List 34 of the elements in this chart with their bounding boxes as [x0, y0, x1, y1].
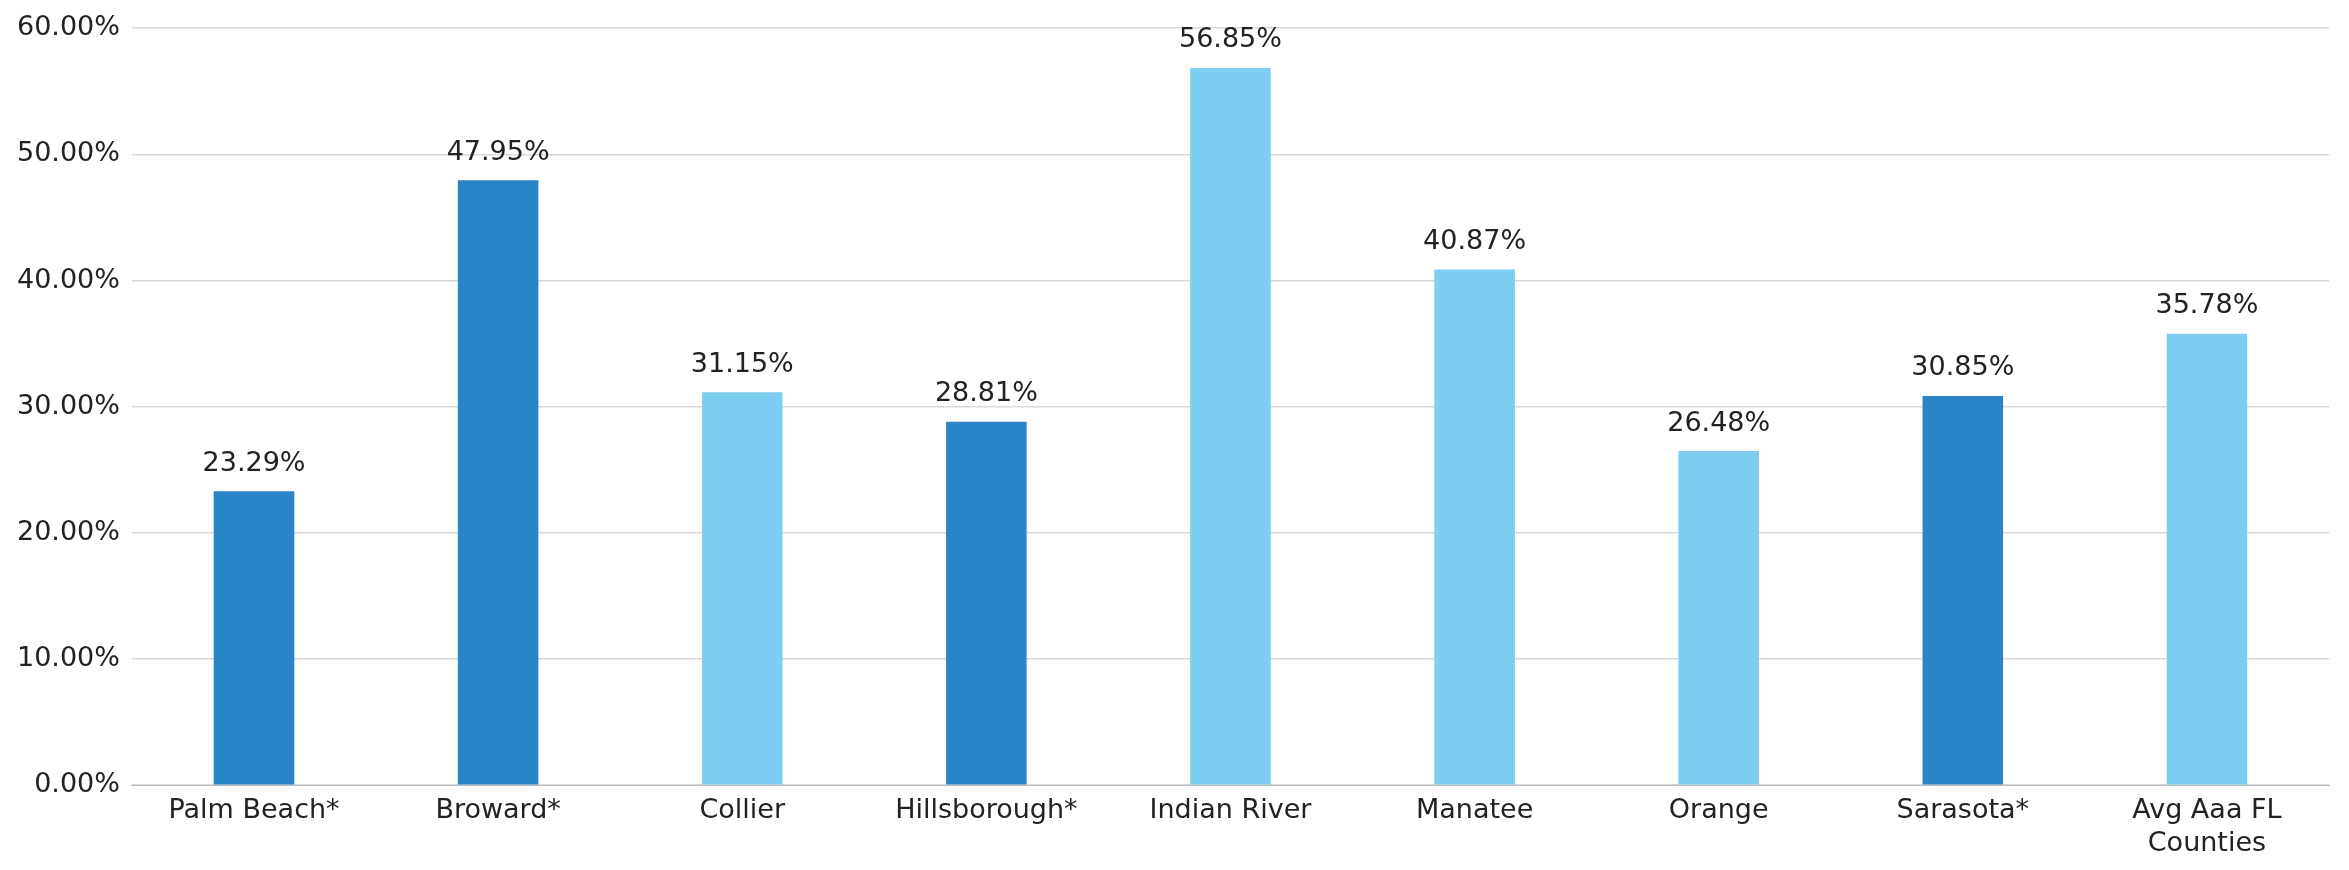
bar: [1678, 451, 1759, 785]
y-tick-label: 20.00%: [17, 514, 120, 546]
bar: [213, 491, 295, 785]
data-label: 30.85%: [1911, 350, 2015, 382]
x-tick-label: Hillsborough*: [895, 793, 1078, 825]
data-label: 35.78%: [2155, 288, 2259, 320]
data-label: 28.81%: [934, 376, 1038, 408]
data-label: 23.29%: [202, 445, 306, 477]
x-tick-label: Palm Beach*: [168, 793, 340, 825]
y-tick-label: 40.00%: [17, 262, 120, 294]
x-tick-label: Broward*: [435, 793, 561, 825]
bar: [1434, 269, 1515, 785]
x-tick-label: Orange: [1668, 793, 1769, 825]
y-tick-label: 10.00%: [17, 641, 120, 673]
bar: [2166, 333, 2248, 785]
data-label: 26.48%: [1667, 405, 1771, 437]
data-label: 40.87%: [1423, 224, 1527, 256]
bar: [1922, 395, 2004, 785]
x-tick-label: Avg Aaa FL Counties: [2132, 793, 2282, 857]
x-tick-label: Sarasota*: [1896, 793, 2030, 825]
x-tick-label: Collier: [699, 793, 786, 825]
data-label: 31.15%: [690, 346, 794, 378]
bar: [946, 421, 1027, 785]
data-label: 47.95%: [446, 134, 550, 166]
bar: [701, 392, 783, 785]
x-tick-label: Indian River: [1149, 793, 1313, 825]
bar: [1190, 67, 1271, 785]
y-tick-label: 30.00%: [17, 388, 120, 420]
data-label: 56.85%: [1179, 22, 1282, 54]
y-tick-label: 0.00%: [34, 767, 120, 799]
y-tick-label: 50.00%: [17, 136, 120, 168]
bar: [457, 180, 539, 785]
x-tick-label: Manatee: [1415, 793, 1534, 825]
y-tick-label: 60.00%: [17, 10, 120, 42]
